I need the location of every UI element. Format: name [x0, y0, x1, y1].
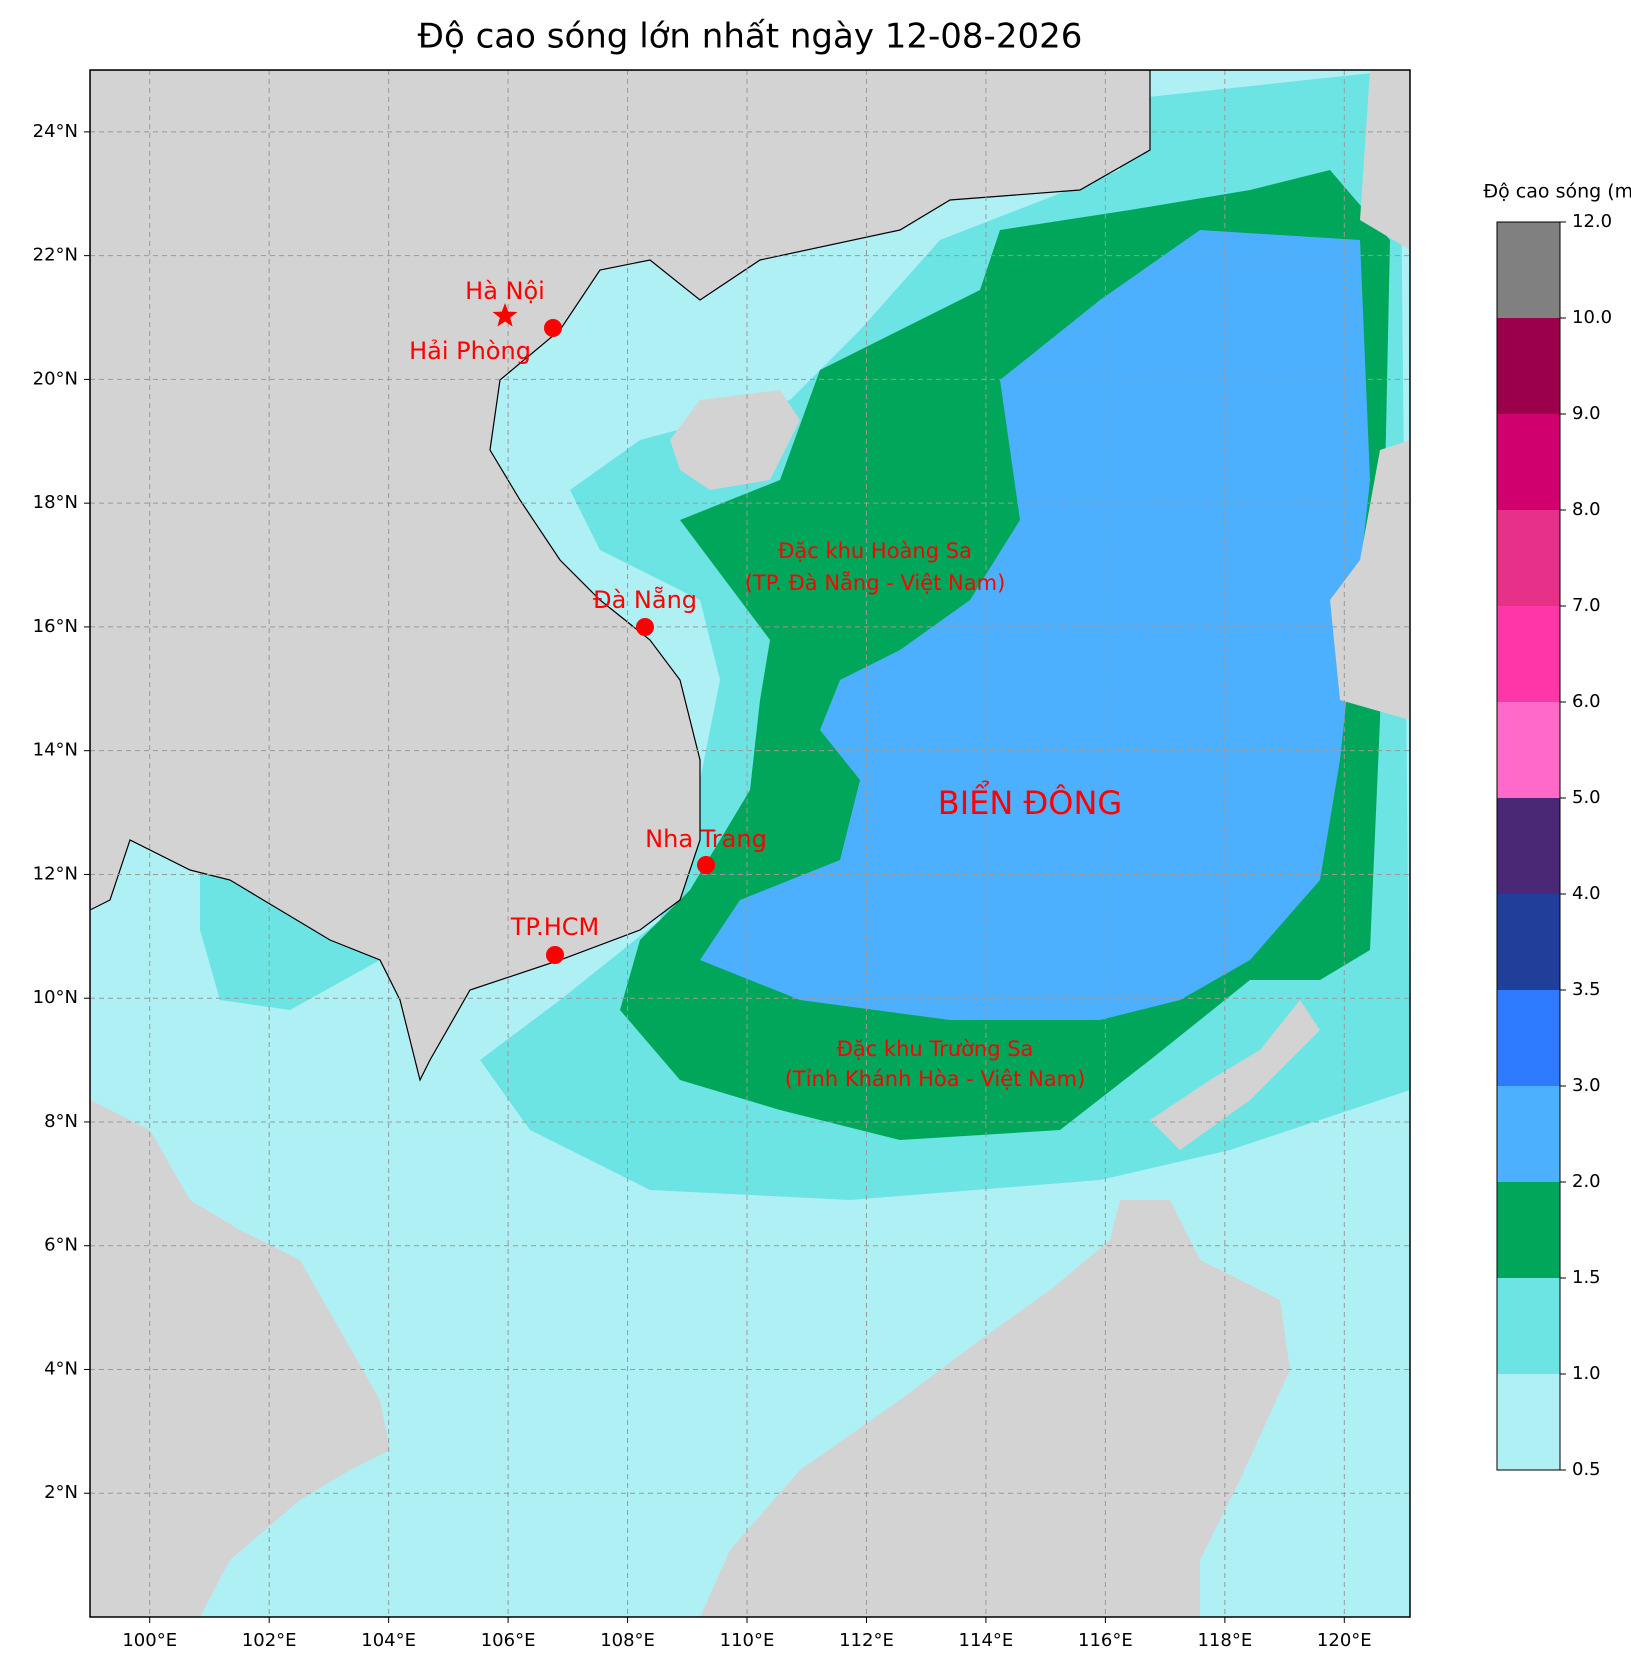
x-tick-label: 108°E — [600, 1630, 655, 1651]
colorbar-segment — [1497, 702, 1560, 798]
city-marker — [544, 319, 562, 337]
colorbar-segment — [1497, 894, 1560, 990]
colorbar-title: Độ cao sóng (m) — [1483, 181, 1631, 203]
x-tick-label: 104°E — [361, 1630, 416, 1651]
y-tick-label: 12°N — [33, 863, 78, 884]
colorbar-segment — [1497, 1374, 1560, 1470]
y-tick-label: 10°N — [33, 987, 78, 1008]
colorbar-segment — [1497, 1278, 1560, 1374]
colorbar-segment — [1497, 414, 1560, 510]
colorbar-tick-label: 5.0 — [1572, 787, 1601, 808]
capital-marker — [492, 303, 518, 327]
colorbar-tick-label: 4.0 — [1572, 883, 1601, 904]
y-tick-label: 16°N — [33, 616, 78, 637]
y-tick-label: 22°N — [33, 245, 78, 266]
region-label: (TP. Đà Nẵng - Việt Nam) — [745, 570, 1006, 595]
y-tick-label: 2°N — [44, 1482, 78, 1503]
x-tick-label: 110°E — [720, 1630, 775, 1651]
borneo — [700, 1200, 1290, 1617]
city-marker — [546, 946, 564, 964]
city-label: TP.HCM — [510, 913, 600, 941]
y-tick-label: 6°N — [44, 1235, 78, 1256]
colorbar-segment — [1497, 318, 1560, 414]
map-frame — [89, 69, 1411, 1618]
colorbar-segment — [1497, 1086, 1560, 1182]
y-tick-label: 4°N — [44, 1358, 78, 1379]
colorbar-segment — [1497, 1182, 1560, 1278]
colorbar-tick-label: 8.0 — [1572, 499, 1601, 520]
city-label: Hà Nội — [465, 277, 545, 305]
city-label: Nha Trang — [645, 825, 767, 853]
y-tick-label: 18°N — [33, 492, 78, 513]
city-marker — [636, 618, 654, 636]
colorbar-segment — [1497, 990, 1560, 1086]
taiwan — [1360, 70, 1410, 250]
colorbar-tick-label: 3.0 — [1572, 1075, 1601, 1096]
colorbar-tick-label: 9.0 — [1572, 403, 1601, 424]
colorbar-frame — [1496, 221, 1561, 1471]
city-label: Hải Phòng — [409, 337, 531, 365]
hainan — [670, 390, 800, 490]
y-tick-label: 14°N — [33, 740, 78, 761]
malay-peninsula — [90, 1100, 390, 1617]
colorbar-tick-label: 3.5 — [1572, 979, 1601, 1000]
sea-label: BIỂN ĐÔNG — [938, 780, 1122, 822]
region-label: Đặc khu Trường Sa — [837, 1037, 1034, 1061]
colorbar-tick-label: 1.5 — [1572, 1267, 1601, 1288]
colorbar-tick-label: 10.0 — [1572, 307, 1612, 328]
luzon — [1330, 440, 1410, 720]
colorbar-segment — [1497, 606, 1560, 702]
colorbar-tick-label: 0.5 — [1572, 1459, 1601, 1480]
palawan — [1150, 1000, 1320, 1150]
colorbar-tick-label: 12.0 — [1572, 211, 1612, 232]
x-tick-label: 112°E — [839, 1630, 894, 1651]
region-label: Đặc khu Hoàng Sa — [778, 539, 972, 563]
colorbar-tick-label: 2.0 — [1572, 1171, 1601, 1192]
y-tick-label: 24°N — [33, 121, 78, 142]
map-title: Độ cao sóng lớn nhất ngày 12-08-2026 — [418, 17, 1083, 57]
y-tick-label: 8°N — [44, 1111, 78, 1132]
region-label: (Tỉnh Khánh Hòa - Việt Nam) — [785, 1067, 1086, 1091]
x-tick-label: 118°E — [1197, 1630, 1252, 1651]
city-marker — [697, 856, 715, 874]
mainland — [90, 70, 1151, 1082]
x-tick-label: 120°E — [1317, 1630, 1372, 1651]
x-tick-label: 102°E — [242, 1630, 297, 1651]
colorbar-tick-label: 6.0 — [1572, 691, 1601, 712]
colorbar-tick-label: 1.0 — [1572, 1363, 1601, 1384]
x-tick-label: 106°E — [481, 1630, 536, 1651]
map-area: Hà Nội Hải Phòng Đà Nẵng Nha Trang TP.HCM Đặc… — [90, 70, 1410, 1617]
city-label: Đà Nẵng — [593, 585, 697, 614]
colorbar-segment — [1497, 222, 1560, 318]
colorbar-tick-label: 7.0 — [1572, 595, 1601, 616]
x-tick-label: 114°E — [959, 1630, 1014, 1651]
y-tick-label: 20°N — [33, 368, 78, 389]
colorbar-segment — [1497, 510, 1560, 606]
wave-zone — [700, 230, 1370, 1020]
x-tick-label: 116°E — [1078, 1630, 1133, 1651]
colorbar-segment — [1497, 798, 1560, 894]
x-tick-label: 100°E — [122, 1630, 177, 1651]
